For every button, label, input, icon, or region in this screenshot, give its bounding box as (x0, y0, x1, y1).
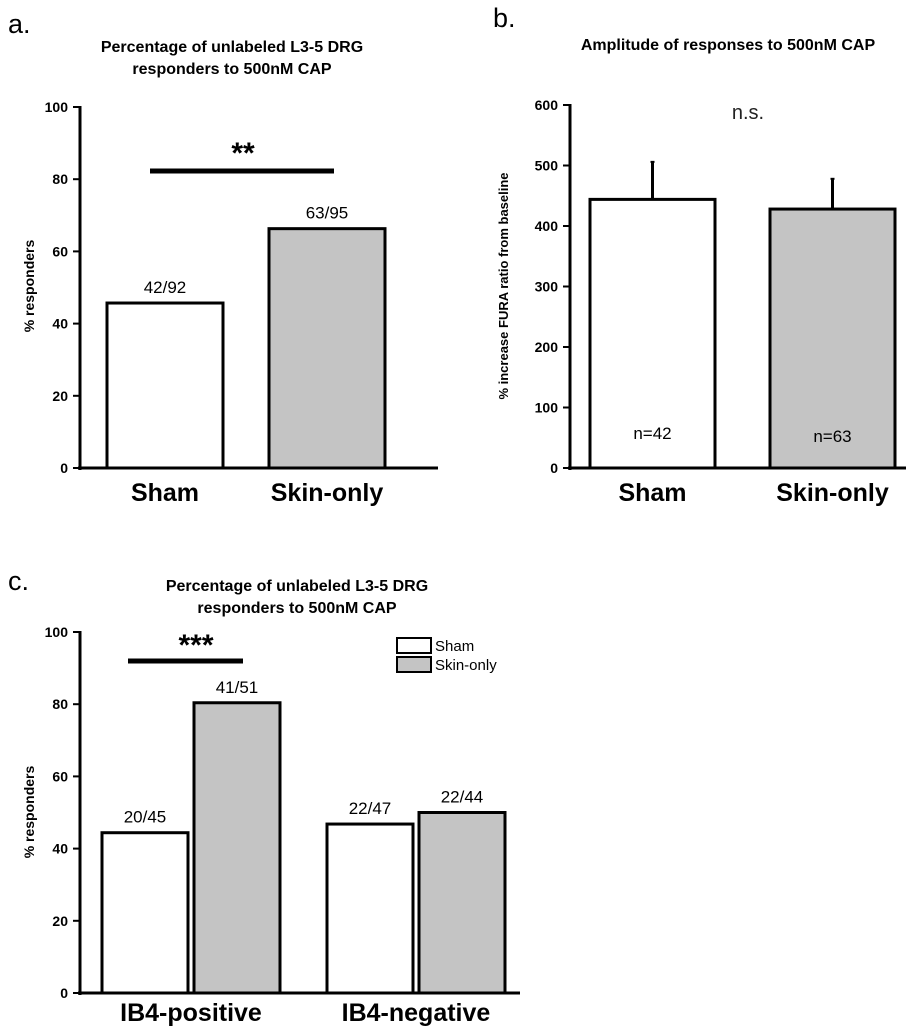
panel-c-data-label: 22/44 (441, 788, 484, 807)
panel-c: c. Percentage of unlabeled L3-5 DRG resp… (8, 566, 520, 1026)
panel-b-bars: n=42 Sham n=63 Skin-only (588, 160, 897, 507)
legend-swatch-skin-only (396, 656, 432, 673)
panel-c-category-label: IB4-negative (342, 999, 491, 1026)
panel-c-bar-ib4-positive-sham (100, 831, 190, 995)
panel-c-category-label: IB4-positive (120, 999, 262, 1026)
panel-b-bar-sham (588, 197, 717, 470)
panel-a-tick-label-60: 60 (52, 243, 68, 259)
panel-c-legend: Sham Skin-only (396, 637, 497, 674)
panel-b-tick-label-400: 400 (535, 218, 559, 234)
panel-a-data-label: 63/95 (306, 204, 349, 223)
panel-b-tick-label-200: 200 (535, 339, 559, 355)
panel-a-ticks: 0 20 40 60 80 100 (45, 99, 80, 476)
panel-c-letter: c. (8, 566, 29, 596)
panel-a-tick-label-40: 40 (52, 316, 68, 332)
panel-b-bar-skin-only (768, 207, 897, 470)
panel-a-title-line2: responders to 500nM CAP (132, 61, 331, 78)
panel-a-bar-sham (105, 301, 225, 470)
panel-c-title-line2: responders to 500nM CAP (197, 600, 396, 617)
panel-c-tick-label-0: 0 (60, 985, 68, 1001)
panel-c-tick-label-40: 40 (52, 841, 68, 857)
panel-c-bar-ib4-negative-skin-only (417, 811, 507, 995)
panel-c-significance: *** (178, 629, 213, 662)
panel-b-category-label: Sham (618, 479, 686, 507)
panel-c-ylabel: % responders (21, 765, 37, 858)
panel-b-tick-label-600: 600 (535, 97, 559, 113)
panel-a-tick-label-0: 0 (60, 460, 68, 476)
panel-b-n-label: n=63 (813, 427, 851, 446)
panel-a-significance: ** (231, 137, 255, 170)
panel-a-bar-skin-only (267, 227, 387, 470)
panel-b-title: Amplitude of responses to 500nM CAP (581, 37, 876, 54)
panel-c-bars: 20/45 41/51 IB4-positive 22/47 22/44 IB4-nega… (100, 678, 507, 1026)
panel-b-tick-label-0: 0 (550, 460, 558, 476)
panel-a-title-line1: Percentage of unlabeled L3-5 DRG (101, 39, 363, 56)
panel-a-tick-label-80: 80 (52, 171, 68, 187)
panel-c-ticks: 0 20 40 60 80 100 (45, 624, 80, 1001)
legend-swatch-sham (396, 637, 432, 654)
panel-c-data-label: 20/45 (124, 808, 167, 827)
panel-a: a. Percentage of unlabeled L3-5 DRG resp… (8, 9, 438, 507)
panel-c-title-line1: Percentage of unlabeled L3-5 DRG (166, 578, 428, 595)
panel-b-tick-label-300: 300 (535, 279, 559, 295)
panel-a-tick-label-20: 20 (52, 388, 68, 404)
panel-b-n-label: n=42 (633, 424, 671, 443)
legend-label-skin-only: Skin-only (435, 657, 497, 674)
panel-a-bars: 42/92 Sham 63/95 Skin-only (105, 204, 387, 507)
panel-b-tick-label-100: 100 (535, 400, 559, 416)
panel-c-data-label: 41/51 (216, 678, 259, 697)
panel-c-tick-label-80: 80 (52, 696, 68, 712)
panel-a-data-label: 42/92 (144, 278, 187, 297)
panel-b-significance: n.s. (732, 102, 764, 124)
panel-a-category-label: Sham (131, 479, 199, 507)
panel-b-category-label: Skin-only (776, 479, 889, 507)
panel-a-ylabel: % responders (21, 239, 37, 332)
panel-b-ticks: 0 100 200 300 400 500 600 (535, 97, 570, 476)
panel-a-letter: a. (8, 9, 31, 39)
panel-a-tick-label-100: 100 (45, 99, 69, 115)
legend-label-sham: Sham (435, 638, 474, 655)
panel-b-tick-label-500: 500 (535, 158, 559, 174)
panel-c-tick-label-100: 100 (45, 624, 69, 640)
panel-c-data-label: 22/47 (349, 799, 392, 818)
panel-c-tick-label-20: 20 (52, 913, 68, 929)
panel-c-bar-ib4-positive-skin-only (192, 701, 282, 995)
panel-b-ylabel: % increase FURA ratio from baseline (496, 172, 511, 399)
panel-a-category-label: Skin-only (271, 479, 384, 507)
panel-b-letter: b. (493, 3, 516, 33)
panel-c-bar-ib4-negative-sham (325, 822, 415, 995)
panel-c-tick-label-60: 60 (52, 768, 68, 784)
panel-b: b. Amplitude of responses to 500nM CAP %… (493, 3, 906, 507)
